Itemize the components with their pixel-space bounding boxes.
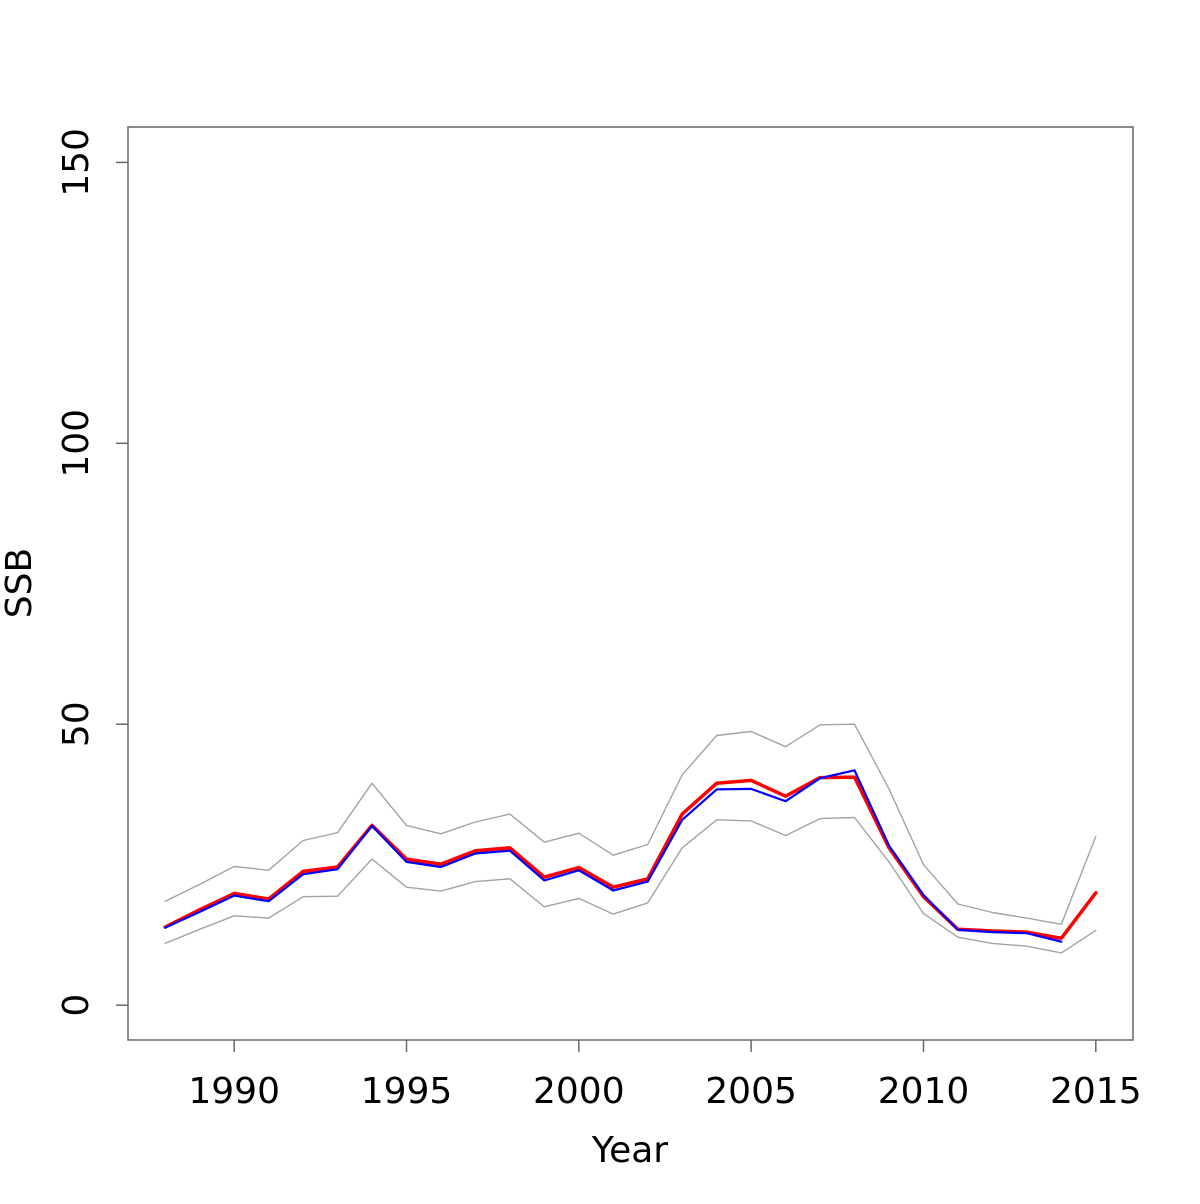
y-tick-label: 150 (56, 128, 97, 197)
tick-labels-group: 1990 1995 2000 2005 2010 2015 0 50 100 150 (56, 128, 1142, 1112)
x-tick-label: 2010 (878, 1071, 970, 1112)
x-tick-label: 2005 (705, 1071, 797, 1112)
x-axis-title: Year (591, 1130, 668, 1171)
y-tick-label: 50 (56, 701, 97, 747)
x-tick-label: 1995 (361, 1071, 453, 1112)
plot-border (127, 126, 1134, 1041)
x-tick-label: 2015 (1050, 1071, 1142, 1112)
y-axis-title: SSB (0, 548, 40, 618)
axis-ticks-group (116, 161, 1097, 1052)
series-line-ci-upper (164, 723, 1097, 925)
x-tick-label: 1990 (188, 1071, 280, 1112)
series-line-ssb-previous-blue (164, 769, 1063, 943)
y-tick-label: 0 (56, 994, 97, 1017)
y-tick-label: 100 (56, 409, 97, 478)
x-tick-label: 2000 (533, 1071, 625, 1112)
series-group (163, 723, 1098, 954)
series-line-ci-lower (164, 816, 1097, 954)
